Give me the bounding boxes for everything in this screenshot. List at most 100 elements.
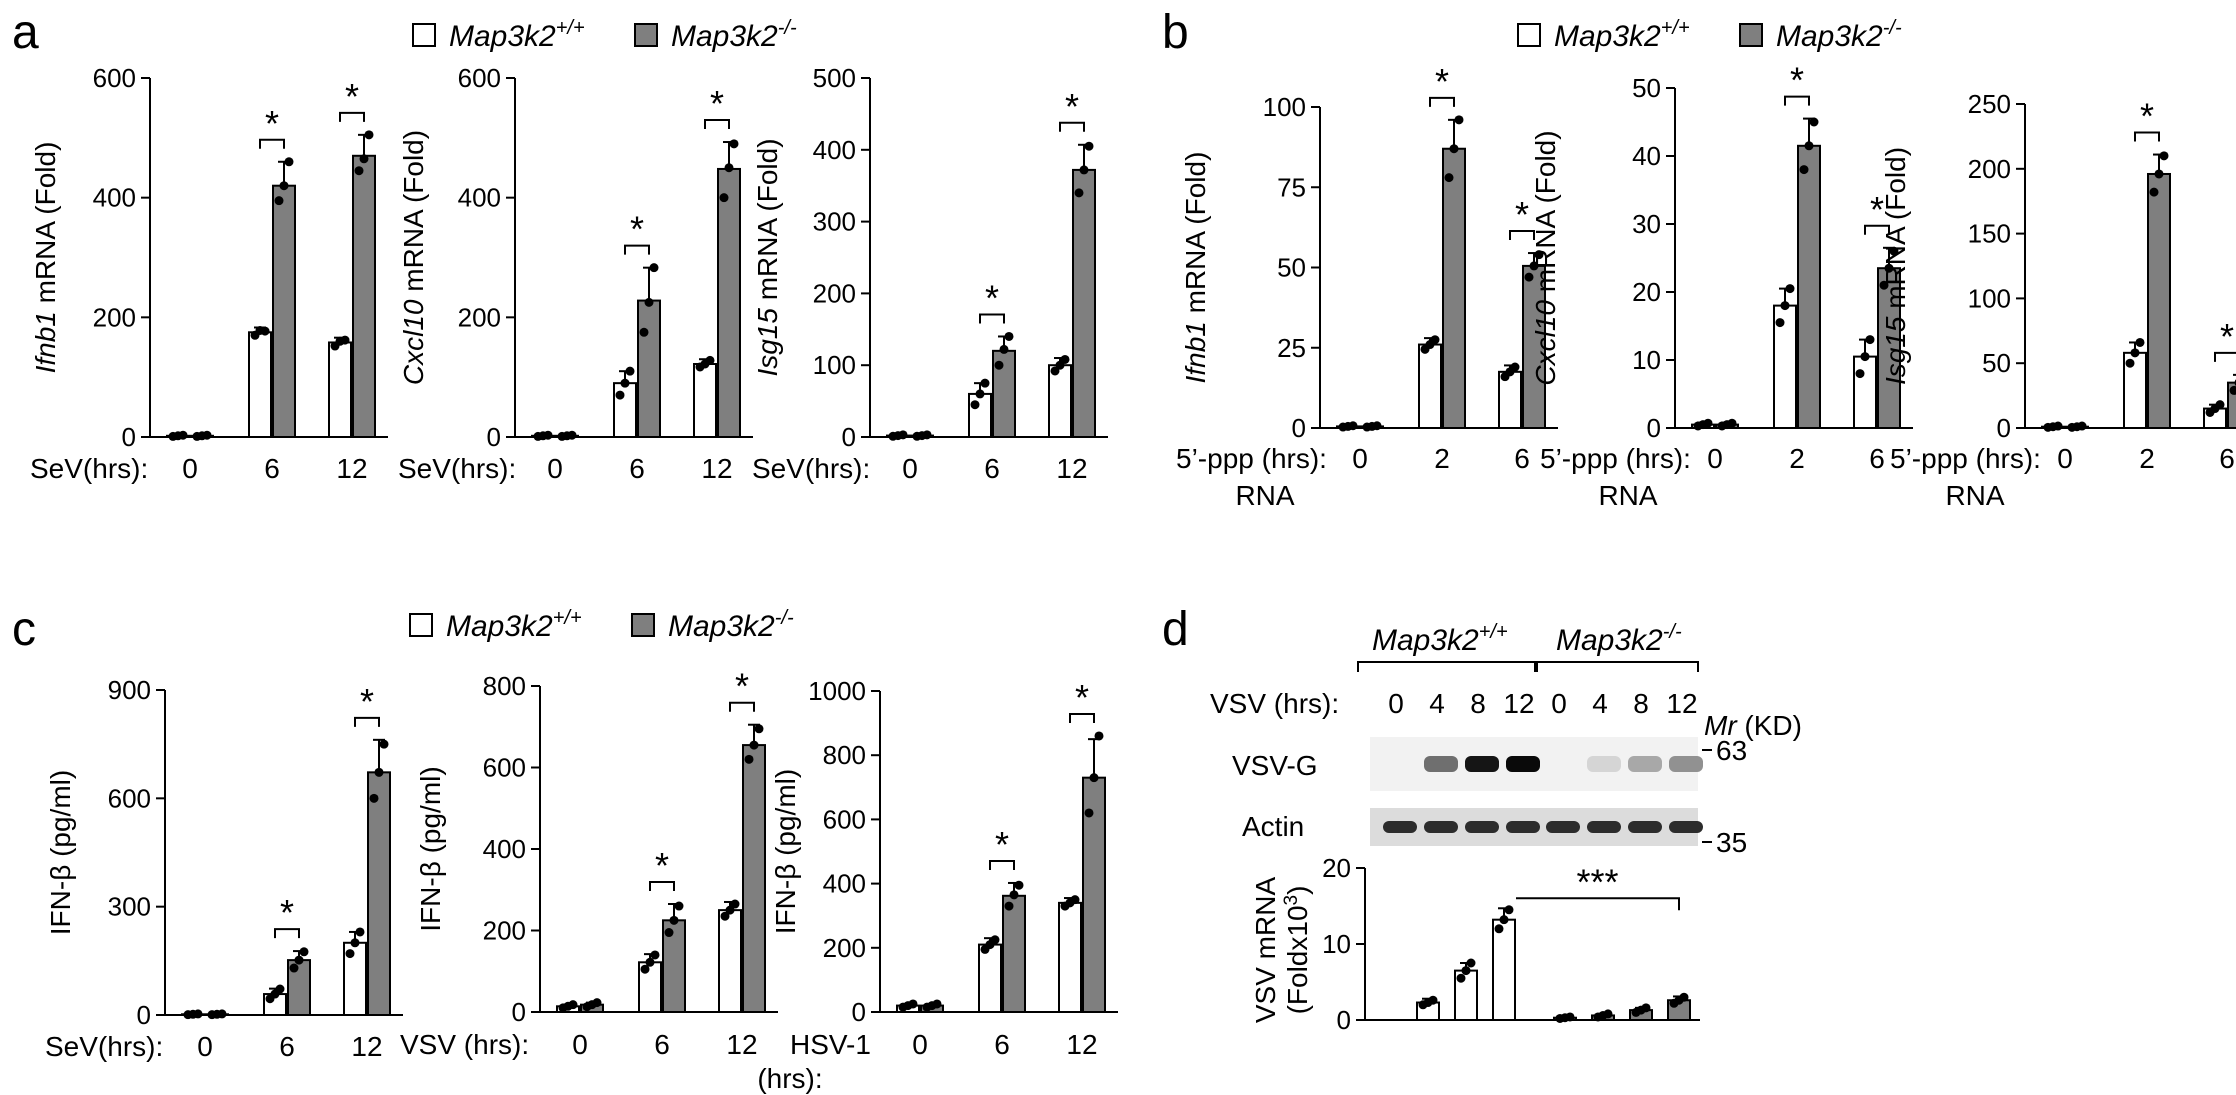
data-point bbox=[1461, 966, 1471, 976]
data-point bbox=[2125, 358, 2135, 368]
y-axis-label: IFN-β (pg/ml) bbox=[415, 766, 446, 931]
data-point bbox=[1889, 246, 1899, 256]
data-point bbox=[374, 767, 384, 777]
data-point bbox=[260, 326, 270, 336]
significance-bracket bbox=[1509, 230, 1535, 241]
significance-label: * bbox=[655, 845, 669, 886]
bar-wt bbox=[328, 341, 352, 439]
y-tick-label: 300 bbox=[813, 207, 856, 237]
data-point bbox=[2130, 348, 2140, 358]
y-tick-label: 0 bbox=[1647, 413, 1661, 443]
data-point bbox=[1004, 331, 1014, 341]
data-point bbox=[1804, 141, 1814, 151]
x-category-label: 12 bbox=[1066, 1029, 1097, 1060]
x-category-label: 0 bbox=[1707, 443, 1723, 474]
legend-wt-swatch bbox=[412, 23, 436, 47]
bar-wt bbox=[1058, 901, 1082, 1013]
significance-label: * bbox=[735, 666, 749, 707]
significance-bracket bbox=[1516, 897, 1680, 911]
data-point bbox=[2154, 169, 2164, 179]
significance-label: * bbox=[2140, 96, 2154, 137]
y-tick-label: 200 bbox=[93, 302, 136, 332]
x-category-label: 0 bbox=[547, 453, 563, 484]
data-point bbox=[898, 430, 908, 440]
data-point bbox=[990, 935, 1000, 945]
bar-ko bbox=[1442, 147, 1466, 429]
y-tick-label: 400 bbox=[823, 869, 866, 899]
x-category-label: 0 bbox=[572, 1029, 588, 1060]
data-point bbox=[2229, 385, 2236, 395]
legend-c: Map3k2+/+ Map3k2-/- bbox=[409, 607, 794, 643]
significance-label: * bbox=[1515, 194, 1529, 235]
data-point bbox=[1499, 915, 1509, 925]
bar-wt bbox=[248, 331, 272, 438]
x-category-label: 2 bbox=[1789, 443, 1805, 474]
blot-time-label: 4 bbox=[1429, 688, 1445, 719]
bar-wt bbox=[968, 392, 992, 439]
data-point bbox=[1466, 958, 1476, 968]
legend-ko-label: Map3k2-/- bbox=[671, 17, 797, 53]
data-point bbox=[217, 1009, 227, 1019]
blot-band bbox=[1506, 821, 1540, 833]
data-point bbox=[379, 739, 389, 749]
legend-wt-swatch bbox=[409, 613, 433, 637]
x-axis-title: SeV(hrs): bbox=[45, 1031, 163, 1062]
blot-row-label-actin: Actin bbox=[1242, 811, 1304, 842]
x-axis-title: VSV (hrs): bbox=[400, 1029, 529, 1060]
y-tick-label: 0 bbox=[852, 997, 866, 1027]
western-blot: Map3k2+/+ Map3k2-/- VSV (hrs): Mr (KD) V… bbox=[1210, 621, 1802, 858]
x-category-label: 6 bbox=[1869, 443, 1885, 474]
x-category-label: 12 bbox=[1056, 453, 1087, 484]
legend-ko-swatch bbox=[1739, 23, 1763, 47]
blot-group-ko-bracket bbox=[1536, 661, 1699, 672]
x-axis-title: HSV-1 bbox=[790, 1029, 871, 1060]
data-point bbox=[274, 196, 284, 206]
x-category-label: 6 bbox=[629, 453, 645, 484]
y-tick-label: 150 bbox=[1968, 219, 2011, 249]
data-point bbox=[1603, 1009, 1613, 1019]
blot-band bbox=[1465, 821, 1499, 833]
significance-bracket bbox=[274, 928, 300, 939]
data-point bbox=[355, 927, 365, 937]
bar-wt bbox=[1418, 343, 1442, 430]
data-point bbox=[645, 957, 655, 967]
data-point bbox=[994, 360, 1004, 370]
significance-bracket bbox=[729, 701, 755, 712]
data-point bbox=[1529, 261, 1539, 271]
data-point bbox=[922, 430, 932, 440]
data-point bbox=[1079, 165, 1089, 175]
significance-label: * bbox=[1075, 677, 1089, 718]
data-point bbox=[730, 899, 740, 909]
bar-ko bbox=[352, 154, 376, 439]
bar-wt bbox=[693, 363, 717, 438]
y-axis-label: IFN-β (pg/ml) bbox=[45, 770, 76, 935]
y-tick-label: 0 bbox=[122, 422, 136, 452]
x-category-label: 6 bbox=[279, 1031, 295, 1062]
legend-wt-swatch bbox=[1517, 23, 1541, 47]
data-point bbox=[275, 984, 285, 994]
y-tick-label: 200 bbox=[1968, 154, 2011, 184]
data-point bbox=[1070, 895, 1080, 905]
blot-mr-label: Mr (KD) bbox=[1704, 710, 1802, 741]
data-point bbox=[1060, 354, 1070, 364]
y-tick-label: 0 bbox=[1997, 413, 2011, 443]
blot-time-label: 8 bbox=[1633, 688, 1649, 719]
data-point bbox=[1860, 352, 1870, 362]
x-axis-title: 5’-ppp (hrs): bbox=[1890, 443, 2041, 474]
data-point bbox=[1809, 117, 1819, 127]
data-point bbox=[1865, 335, 1875, 345]
x-category-label: 0 bbox=[2057, 443, 2073, 474]
blot-time-label: 12 bbox=[1503, 688, 1534, 719]
y-axis-label: Cxcl10 mRNA (Fold) bbox=[1530, 130, 1561, 385]
y-tick-label: 600 bbox=[483, 753, 526, 783]
y-tick-label: 600 bbox=[823, 804, 866, 834]
blot-band bbox=[1424, 756, 1458, 772]
marker-63: 63 bbox=[1716, 735, 1747, 766]
significance-label: * bbox=[2220, 316, 2234, 357]
blot-band bbox=[1546, 821, 1580, 833]
x-category-label: 12 bbox=[701, 453, 732, 484]
blot-band bbox=[1587, 821, 1621, 833]
data-point bbox=[193, 1009, 203, 1019]
